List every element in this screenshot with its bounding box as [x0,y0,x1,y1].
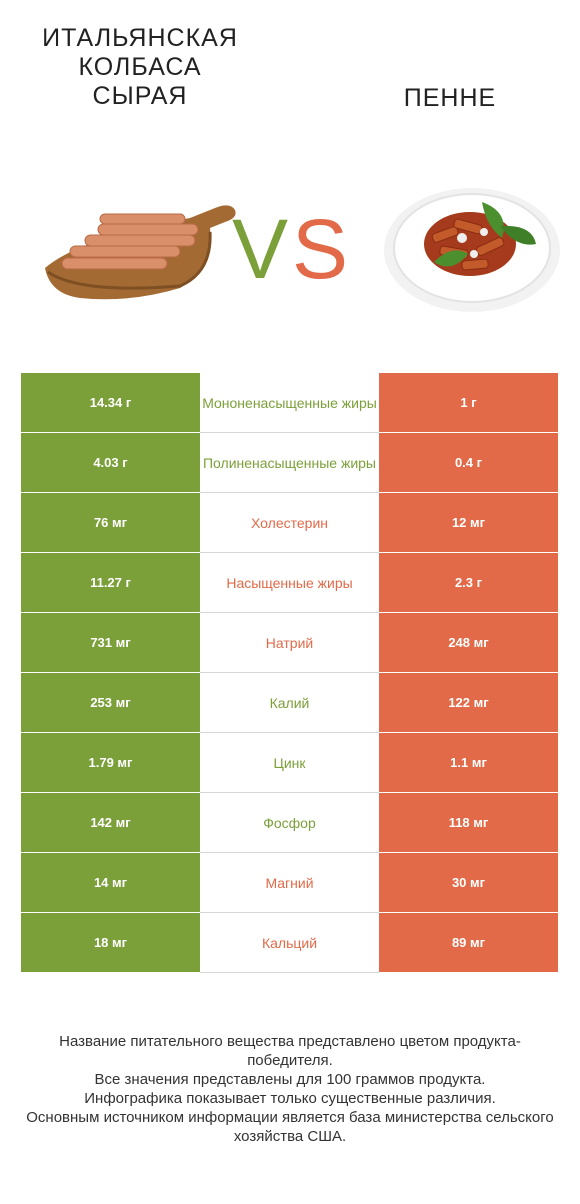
left-value: 76 мг [21,493,200,553]
left-value: 142 мг [21,793,200,853]
left-value: 14 мг [21,853,200,913]
right-value: 1.1 мг [379,733,558,793]
nutrient-name: Фосфор [200,793,379,853]
footnote-line: Название питательного вещества представл… [59,1033,521,1069]
footnote-line: Основным источником информации является … [26,1109,554,1145]
right-value: 118 мг [379,793,558,853]
left-value: 731 мг [21,613,200,673]
nutrient-name: Натрий [200,613,379,673]
vs-letter-v: V [232,202,288,290]
nutrient-name: Цинк [200,733,379,793]
right-product-title: Пенне [403,84,497,112]
nutrient-name: Холестерин [200,493,379,553]
left-value: 1.79 мг [21,733,200,793]
table-row: 11.27 г Насыщенные жиры 2.3 г [21,553,558,613]
left-value: 11.27 г [21,553,200,613]
right-value: 2.3 г [379,553,558,613]
right-value: 0.4 г [379,433,558,493]
vs-letter-s: S [292,202,348,290]
nutrient-name: Кальций [200,913,379,973]
left-value: 253 мг [21,673,200,733]
left-value: 18 мг [21,913,200,973]
right-value: 30 мг [379,853,558,913]
table-row: 253 мг Калий 122 мг [21,673,558,733]
vs-badge: V S [232,202,348,290]
left-value: 14.34 г [21,373,200,433]
right-value: 1 г [379,373,558,433]
right-value: 122 мг [379,673,558,733]
table-row: 1.79 мг Цинк 1.1 мг [21,733,558,793]
footnote-line: Инфографика показывает только существенн… [84,1090,496,1107]
right-value: 89 мг [379,913,558,973]
table-row: 76 мг Холестерин 12 мг [21,493,558,553]
pasta-image [384,188,560,312]
left-value: 4.03 г [21,433,200,493]
footnote: Название питательного вещества представл… [20,1032,560,1146]
nutrient-name: Калий [200,673,379,733]
footnote-line: Все значения представлены для 100 граммо… [94,1071,486,1088]
right-value: 12 мг [379,493,558,553]
nutrient-name: Насыщенные жиры [200,553,379,613]
comparison-table: 14.34 г Мононенасыщенные жиры 1 г 4.03 г Пол… [21,373,558,973]
table-row: 142 мг Фосфор 118 мг [21,793,558,853]
table-row: 18 мг Кальций 89 мг [21,913,558,973]
right-value: 248 мг [379,613,558,673]
left-product-title: Итальянская колбаса сырая [42,24,238,110]
table-row: 731 мг Натрий 248 мг [21,613,558,673]
nutrient-name: Полиненасыщенные жиры [200,433,379,493]
nutrient-name: Мононенасыщенные жиры [200,373,379,433]
table-row: 14.34 г Мононенасыщенные жиры 1 г [21,373,558,433]
table-row: 4.03 г Полиненасыщенные жиры 0.4 г [21,433,558,493]
sausage-image [45,205,236,300]
table-row: 14 мг Магний 30 мг [21,853,558,913]
nutrient-name: Магний [200,853,379,913]
